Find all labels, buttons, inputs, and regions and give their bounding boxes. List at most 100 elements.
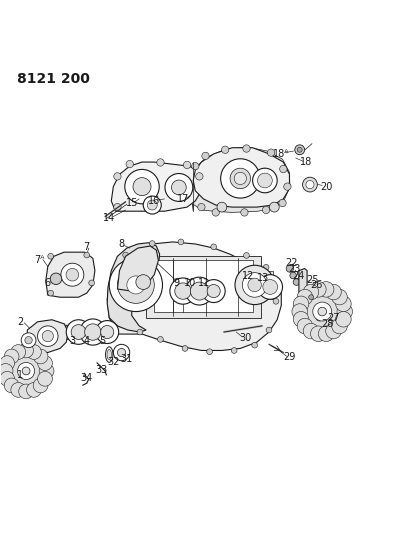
Text: 6: 6 <box>45 278 51 288</box>
Circle shape <box>38 356 52 370</box>
Circle shape <box>118 349 126 357</box>
Circle shape <box>66 269 79 281</box>
Circle shape <box>19 343 33 358</box>
Circle shape <box>118 266 154 303</box>
Circle shape <box>230 168 251 189</box>
Circle shape <box>182 345 188 351</box>
Polygon shape <box>146 256 261 318</box>
Circle shape <box>211 244 217 249</box>
Circle shape <box>207 349 212 354</box>
Circle shape <box>258 274 282 299</box>
Circle shape <box>4 378 19 393</box>
Circle shape <box>101 326 114 338</box>
Text: 33: 33 <box>96 365 108 375</box>
Circle shape <box>305 294 339 329</box>
Circle shape <box>306 181 314 189</box>
Polygon shape <box>299 269 307 295</box>
Text: 24: 24 <box>292 271 304 281</box>
Text: 2: 2 <box>17 317 23 327</box>
Text: 32: 32 <box>107 357 120 367</box>
Circle shape <box>48 290 53 296</box>
Polygon shape <box>46 252 95 297</box>
Circle shape <box>263 206 270 214</box>
Polygon shape <box>111 162 201 211</box>
Circle shape <box>147 200 157 210</box>
Circle shape <box>309 295 314 300</box>
Text: 20: 20 <box>320 182 332 192</box>
Circle shape <box>258 173 272 188</box>
Circle shape <box>235 265 274 304</box>
Circle shape <box>306 292 316 302</box>
Polygon shape <box>107 243 159 332</box>
Circle shape <box>190 282 208 300</box>
Text: 14: 14 <box>103 213 115 223</box>
Circle shape <box>123 252 129 258</box>
Circle shape <box>302 177 317 192</box>
Circle shape <box>137 329 143 335</box>
Circle shape <box>231 348 237 353</box>
Circle shape <box>0 364 13 378</box>
Text: 27: 27 <box>327 313 339 322</box>
Text: 25: 25 <box>307 274 319 285</box>
Circle shape <box>27 345 41 359</box>
Polygon shape <box>193 148 289 207</box>
Circle shape <box>157 159 164 166</box>
Circle shape <box>279 199 286 207</box>
Circle shape <box>198 204 205 211</box>
Circle shape <box>37 326 58 346</box>
Circle shape <box>157 336 163 342</box>
Ellipse shape <box>107 350 111 360</box>
Circle shape <box>0 356 14 370</box>
Circle shape <box>80 319 106 345</box>
Text: 22: 22 <box>285 258 298 268</box>
Circle shape <box>311 326 326 342</box>
Circle shape <box>313 302 332 321</box>
Circle shape <box>11 356 42 386</box>
Circle shape <box>290 272 296 279</box>
Text: 34: 34 <box>81 373 93 383</box>
Circle shape <box>212 209 219 216</box>
Text: 3: 3 <box>69 336 76 346</box>
Text: 1: 1 <box>17 370 23 380</box>
Text: 29: 29 <box>284 352 296 362</box>
Circle shape <box>109 259 162 312</box>
Circle shape <box>263 280 277 294</box>
Circle shape <box>319 281 334 297</box>
Circle shape <box>319 326 334 342</box>
Text: 8: 8 <box>118 239 125 249</box>
Circle shape <box>242 273 267 297</box>
Circle shape <box>332 289 347 305</box>
Circle shape <box>326 324 341 339</box>
Circle shape <box>266 327 272 333</box>
Circle shape <box>66 320 91 344</box>
Circle shape <box>326 284 341 300</box>
Text: 7: 7 <box>83 242 90 252</box>
Text: 11: 11 <box>198 278 210 288</box>
Circle shape <box>295 145 305 155</box>
Circle shape <box>133 177 151 196</box>
Circle shape <box>311 281 326 297</box>
Text: 28: 28 <box>321 319 334 329</box>
Text: 10: 10 <box>184 278 196 288</box>
Circle shape <box>11 345 25 359</box>
Circle shape <box>297 289 313 305</box>
Circle shape <box>244 253 249 259</box>
Circle shape <box>84 252 90 258</box>
Circle shape <box>170 278 196 304</box>
Text: 5: 5 <box>99 336 105 346</box>
Circle shape <box>202 280 225 303</box>
Polygon shape <box>118 246 158 291</box>
Circle shape <box>185 277 213 305</box>
Circle shape <box>221 159 260 198</box>
Circle shape <box>149 241 155 246</box>
Circle shape <box>21 333 36 348</box>
Circle shape <box>50 273 62 285</box>
Polygon shape <box>107 242 281 351</box>
Circle shape <box>279 165 287 173</box>
Text: 12: 12 <box>242 271 255 281</box>
Circle shape <box>303 284 319 300</box>
Text: 31: 31 <box>121 354 133 364</box>
Circle shape <box>136 274 150 289</box>
Circle shape <box>336 296 351 312</box>
Circle shape <box>27 383 41 397</box>
